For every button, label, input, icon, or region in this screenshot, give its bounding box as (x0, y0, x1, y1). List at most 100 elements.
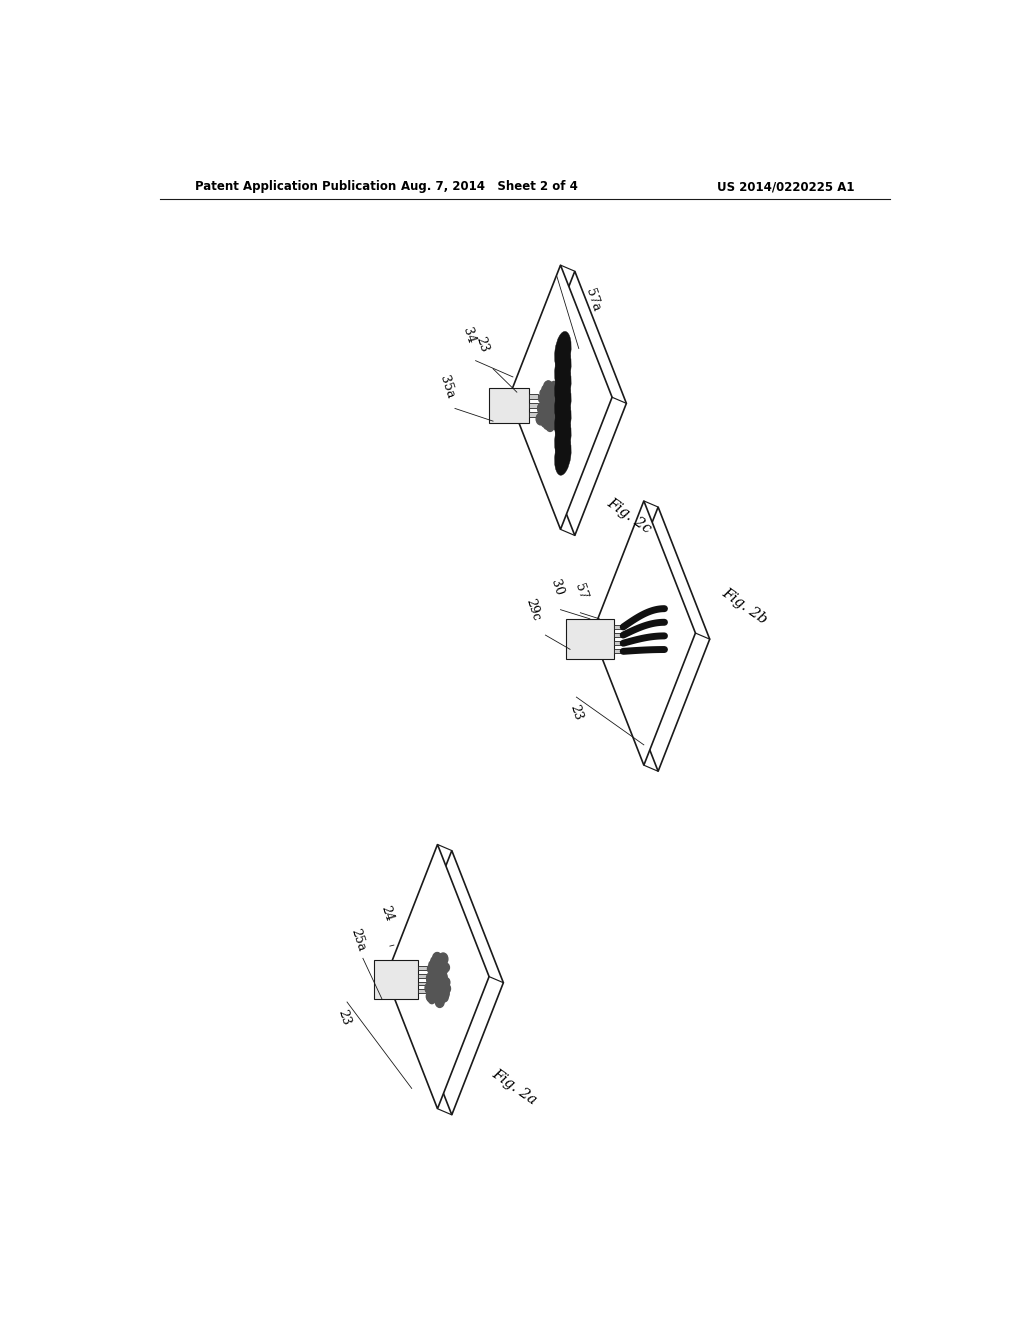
Circle shape (442, 978, 449, 987)
Circle shape (542, 403, 548, 411)
Circle shape (546, 421, 554, 432)
Polygon shape (592, 500, 695, 766)
Polygon shape (418, 966, 427, 970)
Polygon shape (566, 619, 613, 660)
Circle shape (550, 400, 555, 407)
Circle shape (442, 981, 450, 990)
Circle shape (429, 993, 435, 1001)
Ellipse shape (555, 400, 571, 441)
Polygon shape (613, 624, 624, 630)
Circle shape (541, 401, 548, 409)
Circle shape (440, 979, 450, 991)
Polygon shape (386, 845, 489, 1109)
Text: 23: 23 (473, 334, 490, 354)
Circle shape (430, 969, 436, 977)
Circle shape (550, 397, 557, 405)
Circle shape (540, 389, 546, 396)
Circle shape (428, 994, 435, 1003)
Circle shape (541, 395, 547, 404)
Polygon shape (509, 265, 612, 529)
Circle shape (438, 953, 447, 965)
Text: 34: 34 (460, 326, 477, 346)
Circle shape (545, 401, 554, 413)
Polygon shape (606, 507, 710, 771)
Polygon shape (528, 412, 539, 417)
Circle shape (546, 393, 554, 404)
Circle shape (443, 985, 451, 993)
Circle shape (546, 414, 553, 424)
Circle shape (442, 978, 450, 987)
Circle shape (439, 964, 447, 974)
Circle shape (550, 392, 559, 403)
Text: 29c: 29c (523, 597, 543, 623)
Circle shape (539, 395, 546, 403)
Circle shape (553, 412, 561, 422)
Circle shape (433, 968, 440, 977)
Circle shape (438, 968, 444, 975)
Circle shape (545, 396, 554, 407)
Polygon shape (613, 642, 624, 645)
Circle shape (438, 987, 444, 995)
Circle shape (435, 990, 443, 1001)
Circle shape (438, 960, 445, 969)
Text: 30: 30 (549, 578, 566, 598)
Polygon shape (418, 974, 427, 978)
Circle shape (550, 405, 558, 414)
Circle shape (434, 953, 440, 960)
Polygon shape (489, 388, 528, 424)
Circle shape (433, 990, 439, 998)
Text: US 2014/0220225 A1: US 2014/0220225 A1 (717, 181, 854, 193)
Circle shape (428, 983, 435, 993)
Circle shape (549, 403, 557, 412)
Text: 35a: 35a (437, 374, 457, 400)
Circle shape (432, 953, 442, 965)
Circle shape (437, 974, 444, 983)
Circle shape (547, 404, 554, 413)
Circle shape (542, 385, 549, 395)
Circle shape (540, 413, 548, 424)
Circle shape (549, 404, 556, 413)
Circle shape (435, 958, 443, 968)
Circle shape (547, 412, 552, 420)
Circle shape (434, 966, 442, 977)
Polygon shape (418, 989, 427, 993)
Circle shape (435, 975, 443, 985)
Circle shape (435, 997, 444, 1007)
Circle shape (555, 414, 561, 424)
Circle shape (539, 414, 546, 424)
Circle shape (438, 972, 444, 978)
Circle shape (431, 966, 439, 977)
Circle shape (439, 990, 446, 998)
Circle shape (548, 383, 553, 389)
Polygon shape (528, 395, 539, 399)
Text: 57a: 57a (583, 286, 602, 313)
Circle shape (553, 408, 560, 417)
Circle shape (434, 978, 442, 989)
Circle shape (427, 973, 435, 983)
Circle shape (439, 968, 446, 977)
Circle shape (437, 954, 442, 961)
Text: Fig. 2b: Fig. 2b (719, 585, 770, 627)
Circle shape (546, 381, 551, 388)
Circle shape (439, 969, 445, 977)
Circle shape (553, 409, 560, 418)
Circle shape (435, 965, 443, 975)
Circle shape (543, 395, 550, 405)
Circle shape (545, 397, 552, 407)
Circle shape (437, 985, 445, 994)
Ellipse shape (555, 418, 571, 458)
Circle shape (429, 978, 437, 989)
Circle shape (426, 991, 434, 1002)
Circle shape (427, 995, 432, 1002)
Circle shape (429, 965, 436, 974)
Text: Fig. 2c: Fig. 2c (604, 496, 654, 536)
Circle shape (431, 987, 439, 997)
Circle shape (425, 982, 434, 994)
Polygon shape (613, 634, 624, 638)
Circle shape (435, 982, 441, 990)
Circle shape (438, 974, 445, 983)
Polygon shape (528, 403, 539, 408)
Circle shape (432, 956, 440, 966)
Circle shape (545, 412, 550, 420)
Circle shape (550, 381, 559, 393)
